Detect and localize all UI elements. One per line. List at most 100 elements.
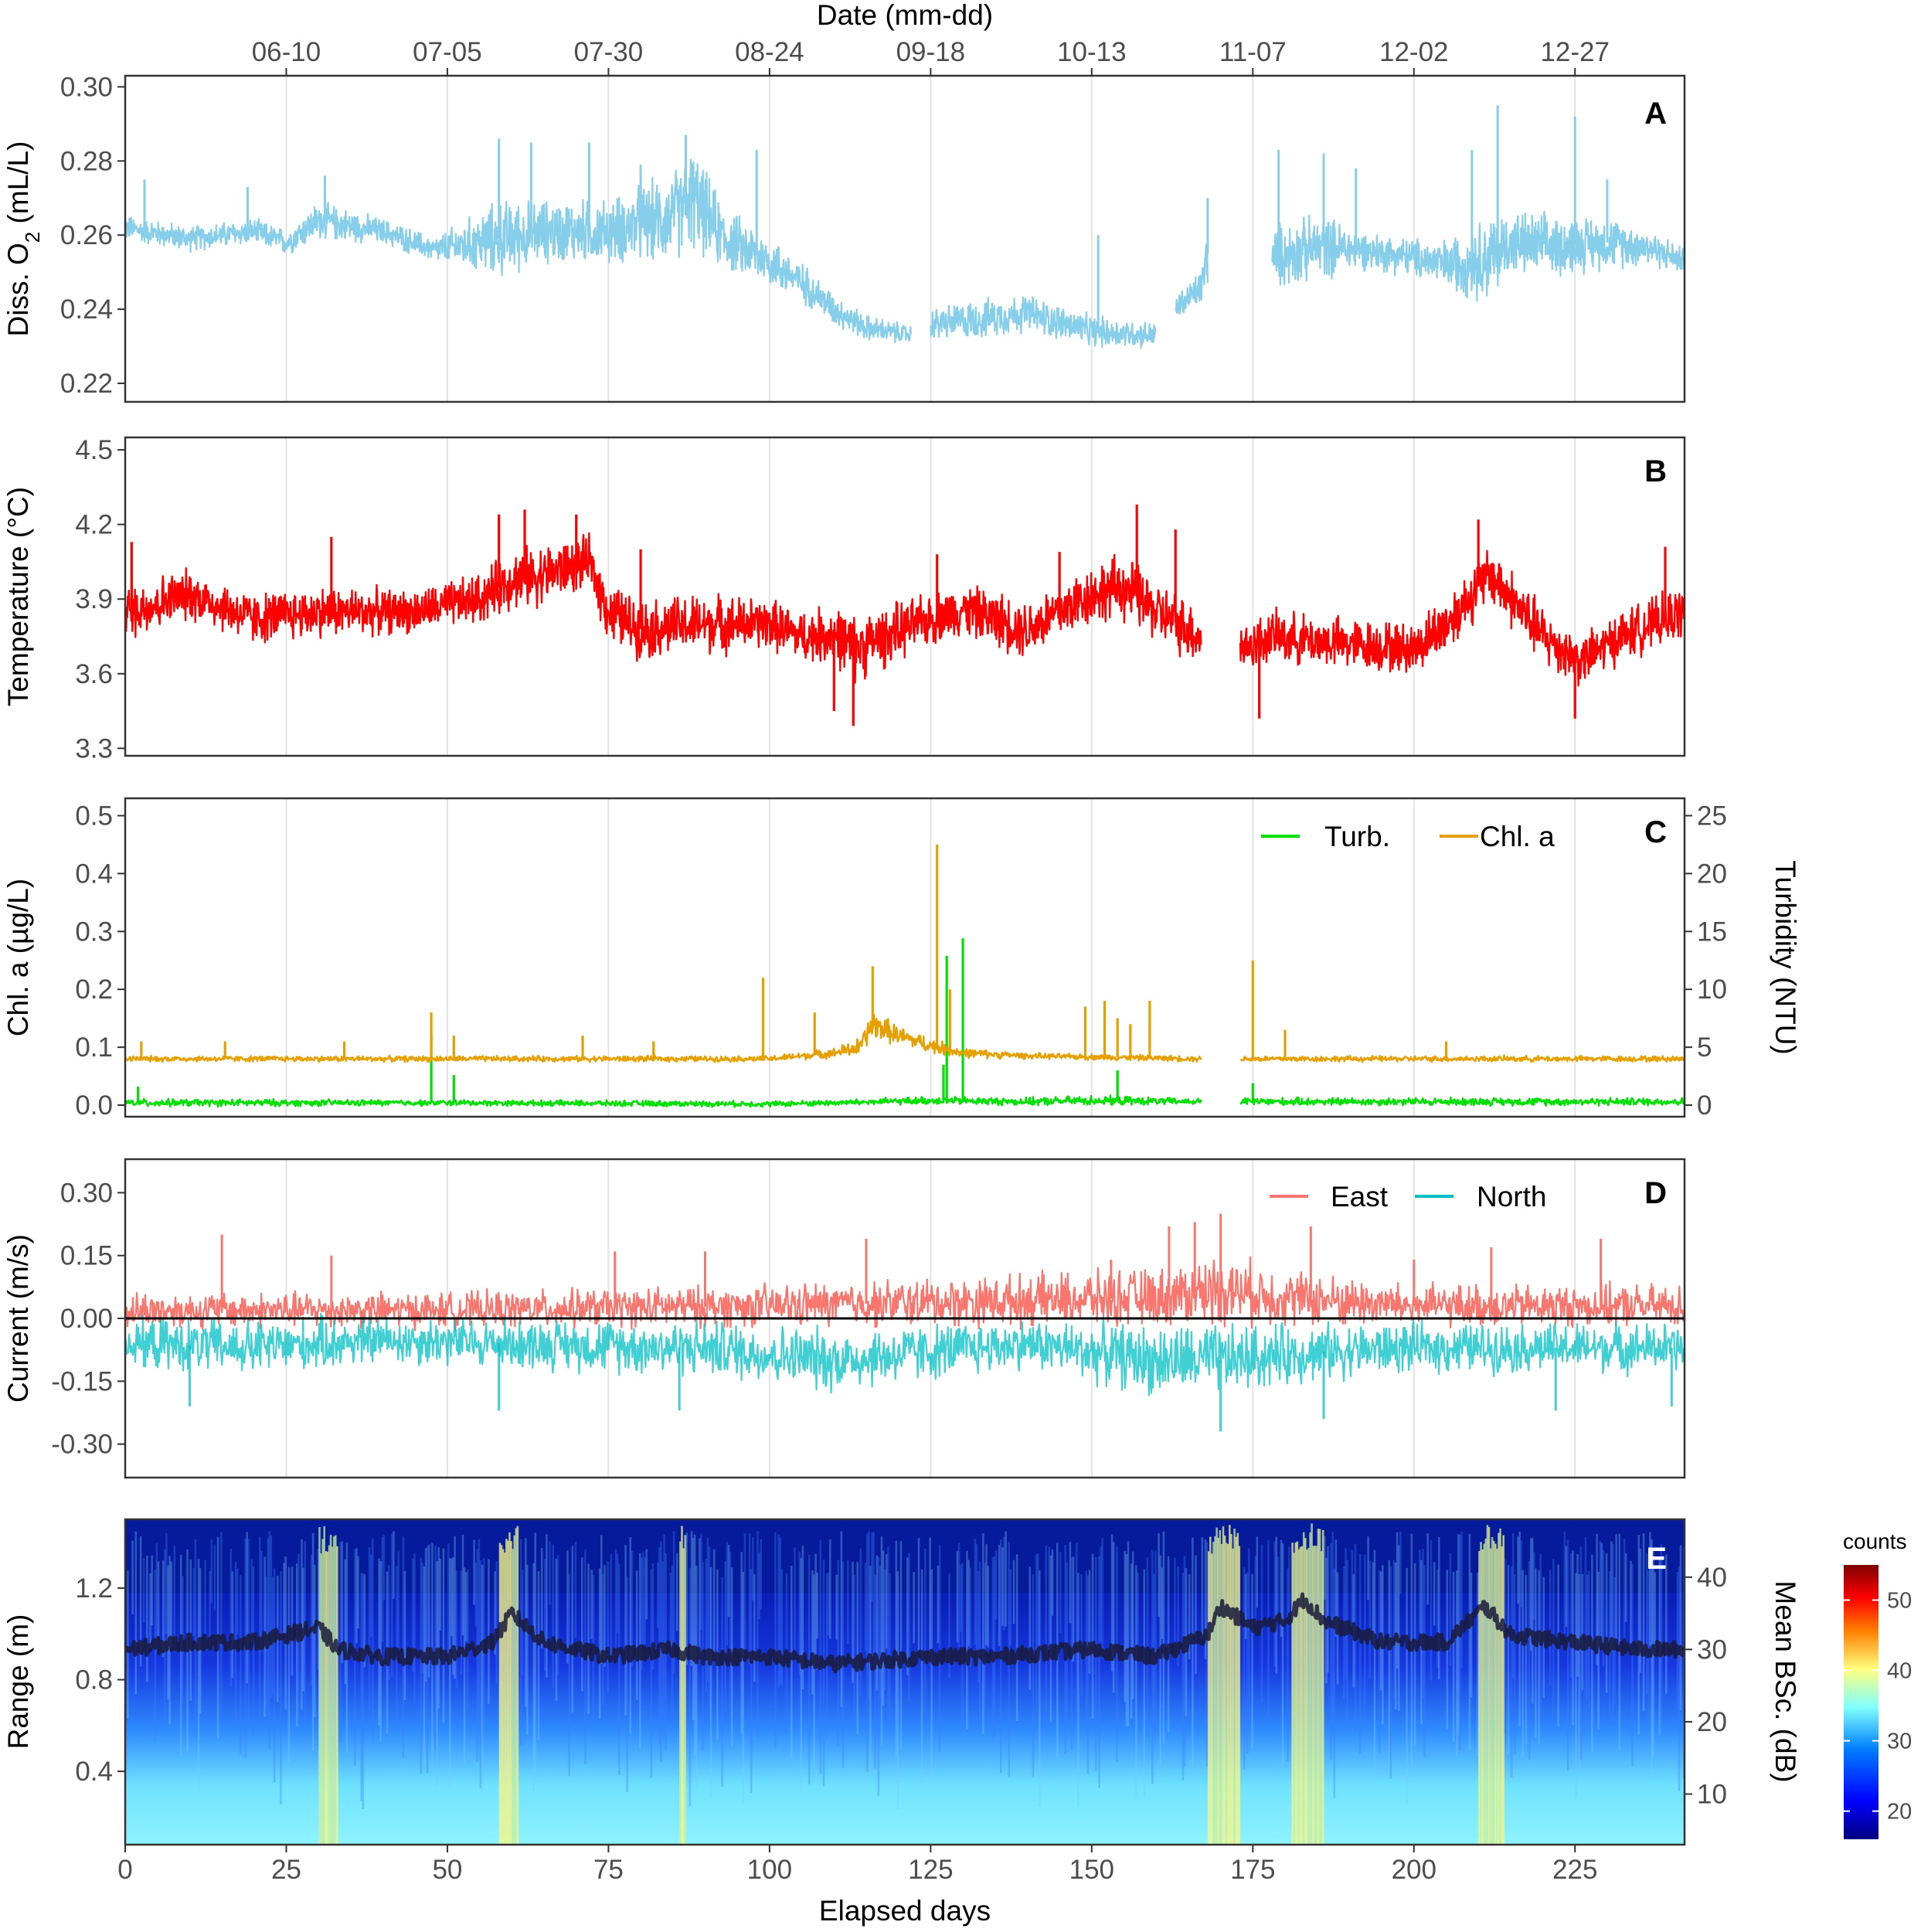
heatmap-streak	[1256, 1536, 1259, 1608]
panel-d-label: D	[1644, 1176, 1667, 1210]
heatmap-streak	[886, 1553, 888, 1649]
heatmap-streak	[581, 1557, 583, 1692]
heatmap-streak	[381, 1537, 384, 1642]
heatmap-streak	[895, 1540, 898, 1757]
heatmap-streak	[798, 1551, 801, 1675]
y-tick-label: -0.30	[51, 1430, 113, 1460]
heatmap-streak	[1399, 1531, 1402, 1594]
heatmap-streak	[220, 1532, 223, 1712]
top-axis-tick-label: 12-02	[1379, 37, 1449, 67]
heatmap-streak	[1100, 1546, 1102, 1641]
heatmap-streak	[1066, 1563, 1069, 1722]
heatmap-streak	[1309, 1532, 1311, 1845]
heatmap-streak	[859, 1548, 862, 1698]
heatmap-streak	[335, 1535, 337, 1845]
heatmap-streak	[1333, 1568, 1336, 1798]
heatmap-streak	[473, 1539, 475, 1605]
legend-east-label: East	[1331, 1181, 1389, 1213]
right-y-tick-label: 30	[1697, 1634, 1727, 1665]
y-tick-label: 0.0	[75, 1090, 113, 1121]
heatmap-streak	[1367, 1536, 1369, 1600]
heatmap-streak	[1229, 1525, 1231, 1845]
heatmap-streak	[209, 1571, 211, 1647]
heatmap-streak	[774, 1532, 777, 1747]
heatmap-streak	[1510, 1566, 1513, 1777]
heatmap-streak	[1188, 1574, 1191, 1660]
heatmap-streak	[1195, 1555, 1197, 1675]
heatmap-streak	[617, 1563, 620, 1775]
heatmap-streak	[700, 1533, 702, 1630]
panel-c-frame	[125, 798, 1685, 1117]
heatmap-streak	[967, 1560, 970, 1647]
heatmap-streak	[1080, 1573, 1083, 1697]
heatmap-streak	[663, 1534, 665, 1740]
heatmap-streak	[657, 1562, 659, 1628]
colorbar-tick-label: 40	[1887, 1659, 1912, 1684]
heatmap-streak	[883, 1569, 886, 1690]
heatmap-streak	[423, 1566, 426, 1766]
heatmap-streak	[546, 1534, 548, 1678]
heatmap-streak	[508, 1532, 511, 1845]
heatmap-streak	[1483, 1543, 1485, 1845]
heatmap-streak	[752, 1537, 754, 1600]
heatmap-streak	[837, 1560, 839, 1747]
heatmap-streak	[498, 1543, 502, 1845]
heatmap-streak	[1137, 1573, 1139, 1654]
y-tick-label: 0.00	[60, 1304, 113, 1334]
heatmap-streak	[568, 1573, 570, 1777]
heatmap-streak	[590, 1570, 593, 1640]
panel-b-temperature-series	[125, 504, 1685, 726]
heatmap-streak	[1028, 1566, 1032, 1690]
heatmap-streak	[1507, 1565, 1510, 1755]
x-tick-label: 225	[1552, 1855, 1597, 1885]
heatmap-streak	[994, 1550, 998, 1620]
panel-b-label: B	[1644, 454, 1667, 488]
heatmap-streak	[519, 1539, 522, 1745]
heatmap-streak	[1591, 1554, 1593, 1753]
heatmap-streak	[1413, 1563, 1416, 1747]
heatmap-streak	[194, 1539, 197, 1737]
heatmap-streak	[283, 1563, 285, 1634]
heatmap-streak	[930, 1569, 933, 1775]
heatmap-streak	[1346, 1560, 1348, 1730]
heatmap-streak	[1649, 1532, 1651, 1646]
heatmap-streak	[1679, 1545, 1682, 1711]
heatmap-streak	[1315, 1546, 1318, 1845]
heatmap-streak	[247, 1539, 250, 1728]
heatmap-streak	[876, 1555, 879, 1691]
colorbar-tick-label: 30	[1887, 1730, 1912, 1754]
heatmap-streak	[1291, 1543, 1294, 1845]
heatmap-streak	[650, 1569, 653, 1777]
heatmap-streak	[1219, 1530, 1222, 1845]
heatmap-streak	[1321, 1529, 1324, 1845]
heatmap-streak	[1522, 1570, 1524, 1758]
heatmap-streak	[320, 1553, 322, 1845]
heatmap-streak	[1599, 1540, 1602, 1648]
heatmap-streak	[479, 1560, 482, 1789]
heatmap-streak	[1051, 1549, 1054, 1616]
heatmap-streak	[284, 1556, 287, 1710]
panel-a-oxygen-series	[125, 105, 1685, 349]
heatmap-streak	[387, 1565, 390, 1681]
heatmap-streak	[801, 1546, 804, 1689]
heatmap-streak	[537, 1571, 540, 1740]
heatmap-streak	[645, 1549, 648, 1620]
heatmap-streak	[210, 1539, 213, 1604]
heatmap-streak	[644, 1557, 646, 1645]
heatmap-streak	[1496, 1548, 1498, 1845]
heatmap-streak	[847, 1560, 849, 1645]
heatmap-streak	[1277, 1556, 1280, 1621]
heatmap-streak	[378, 1558, 380, 1726]
heatmap-streak	[526, 1564, 529, 1735]
top-date-axis: Date (mm-dd) 06-10 07-05 07-30 08-24 09-18 10…	[252, 0, 1610, 76]
x-tick-label: 50	[432, 1855, 462, 1885]
heatmap-streak	[421, 1563, 424, 1674]
panel-a-y-ticks: 0.22 0.24 0.26 0.28 0.30	[60, 72, 125, 399]
heatmap-streak	[977, 1571, 980, 1682]
heatmap-streak	[1226, 1543, 1229, 1845]
heatmap-streak	[317, 1549, 319, 1671]
heatmap-streak	[961, 1563, 964, 1731]
heatmap-streak	[1676, 1572, 1679, 1710]
heatmap-streak	[1012, 1560, 1015, 1624]
